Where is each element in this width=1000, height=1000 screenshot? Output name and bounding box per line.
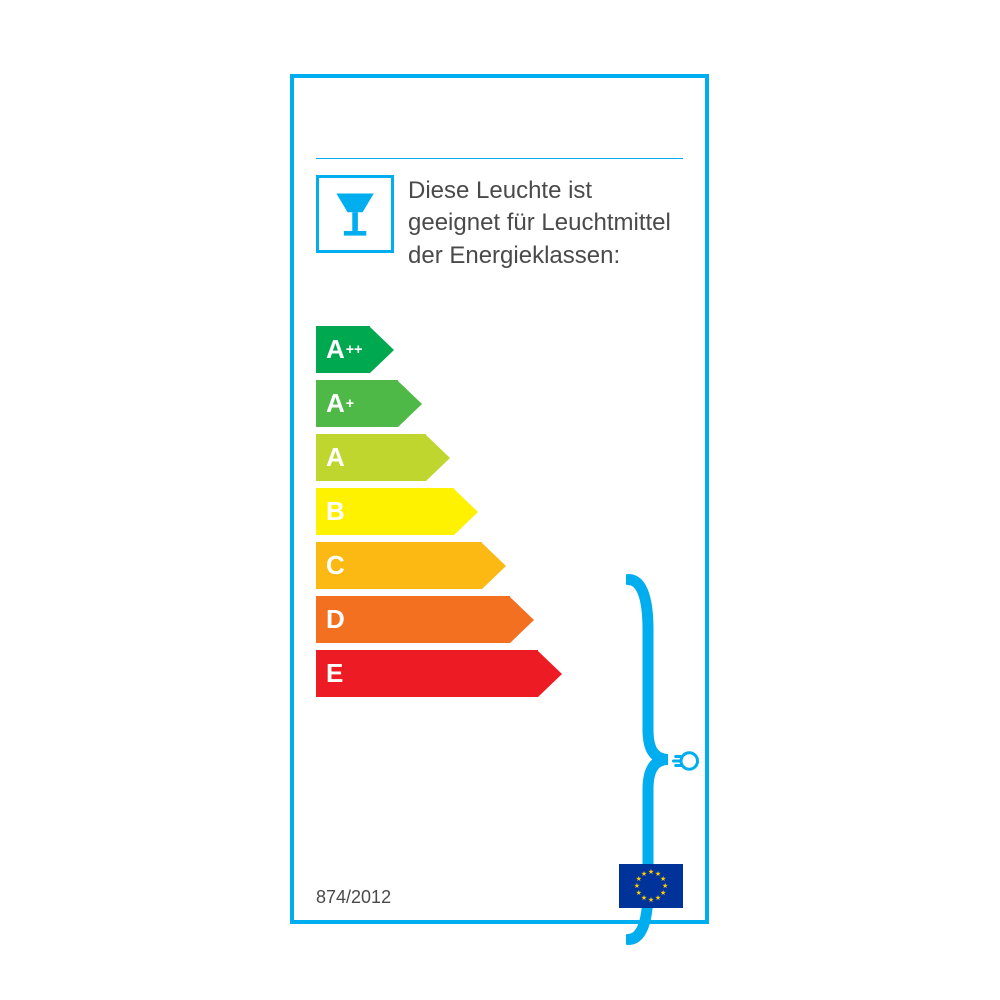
info-text: Diese Leuchte ist geeignet für Leuchtmit…	[408, 175, 683, 272]
info-row: Diese Leuchte ist geeignet für Leuchtmit…	[294, 175, 705, 272]
energy-arrow: A++	[316, 326, 562, 373]
energy-arrow: E	[316, 650, 562, 697]
bulb-icon	[672, 746, 702, 776]
energy-arrow: D	[316, 596, 562, 643]
lamp-icon	[327, 186, 383, 242]
energy-arrow: B	[316, 488, 562, 535]
divider	[316, 158, 683, 159]
energy-arrow: C	[316, 542, 562, 589]
footer: 874/2012 ★★★★★★★★★★★★	[294, 864, 705, 908]
header-space	[294, 78, 705, 158]
energy-arrow: A	[316, 434, 562, 481]
energy-chart: A++ A+ ABCDE	[316, 326, 705, 704]
energy-label: Diese Leuchte ist geeignet für Leuchtmit…	[290, 74, 709, 924]
lamp-icon-box	[316, 175, 394, 253]
eu-flag: ★★★★★★★★★★★★	[619, 864, 683, 908]
energy-arrows: A++ A+ ABCDE	[316, 326, 562, 704]
energy-arrow: A+	[316, 380, 562, 427]
regulation-text: 874/2012	[316, 887, 391, 908]
